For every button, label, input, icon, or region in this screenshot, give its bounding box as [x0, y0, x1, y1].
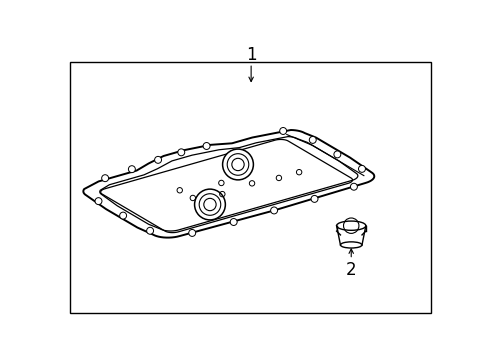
Circle shape	[95, 198, 102, 204]
Ellipse shape	[341, 242, 362, 248]
Circle shape	[120, 212, 126, 219]
Circle shape	[222, 149, 253, 180]
Circle shape	[359, 165, 366, 172]
Circle shape	[102, 175, 109, 182]
Circle shape	[203, 143, 210, 149]
Circle shape	[155, 156, 162, 163]
Circle shape	[334, 151, 341, 158]
Circle shape	[230, 219, 237, 225]
Polygon shape	[83, 130, 374, 238]
Circle shape	[350, 183, 357, 190]
Text: 2: 2	[346, 261, 357, 279]
Circle shape	[311, 195, 318, 202]
Circle shape	[147, 227, 153, 234]
Circle shape	[189, 229, 196, 237]
Ellipse shape	[337, 221, 366, 230]
Circle shape	[128, 166, 135, 173]
Circle shape	[270, 207, 277, 214]
Circle shape	[280, 127, 287, 134]
Text: 1: 1	[246, 46, 256, 64]
Circle shape	[195, 189, 225, 220]
Circle shape	[309, 136, 316, 143]
Circle shape	[178, 149, 185, 156]
